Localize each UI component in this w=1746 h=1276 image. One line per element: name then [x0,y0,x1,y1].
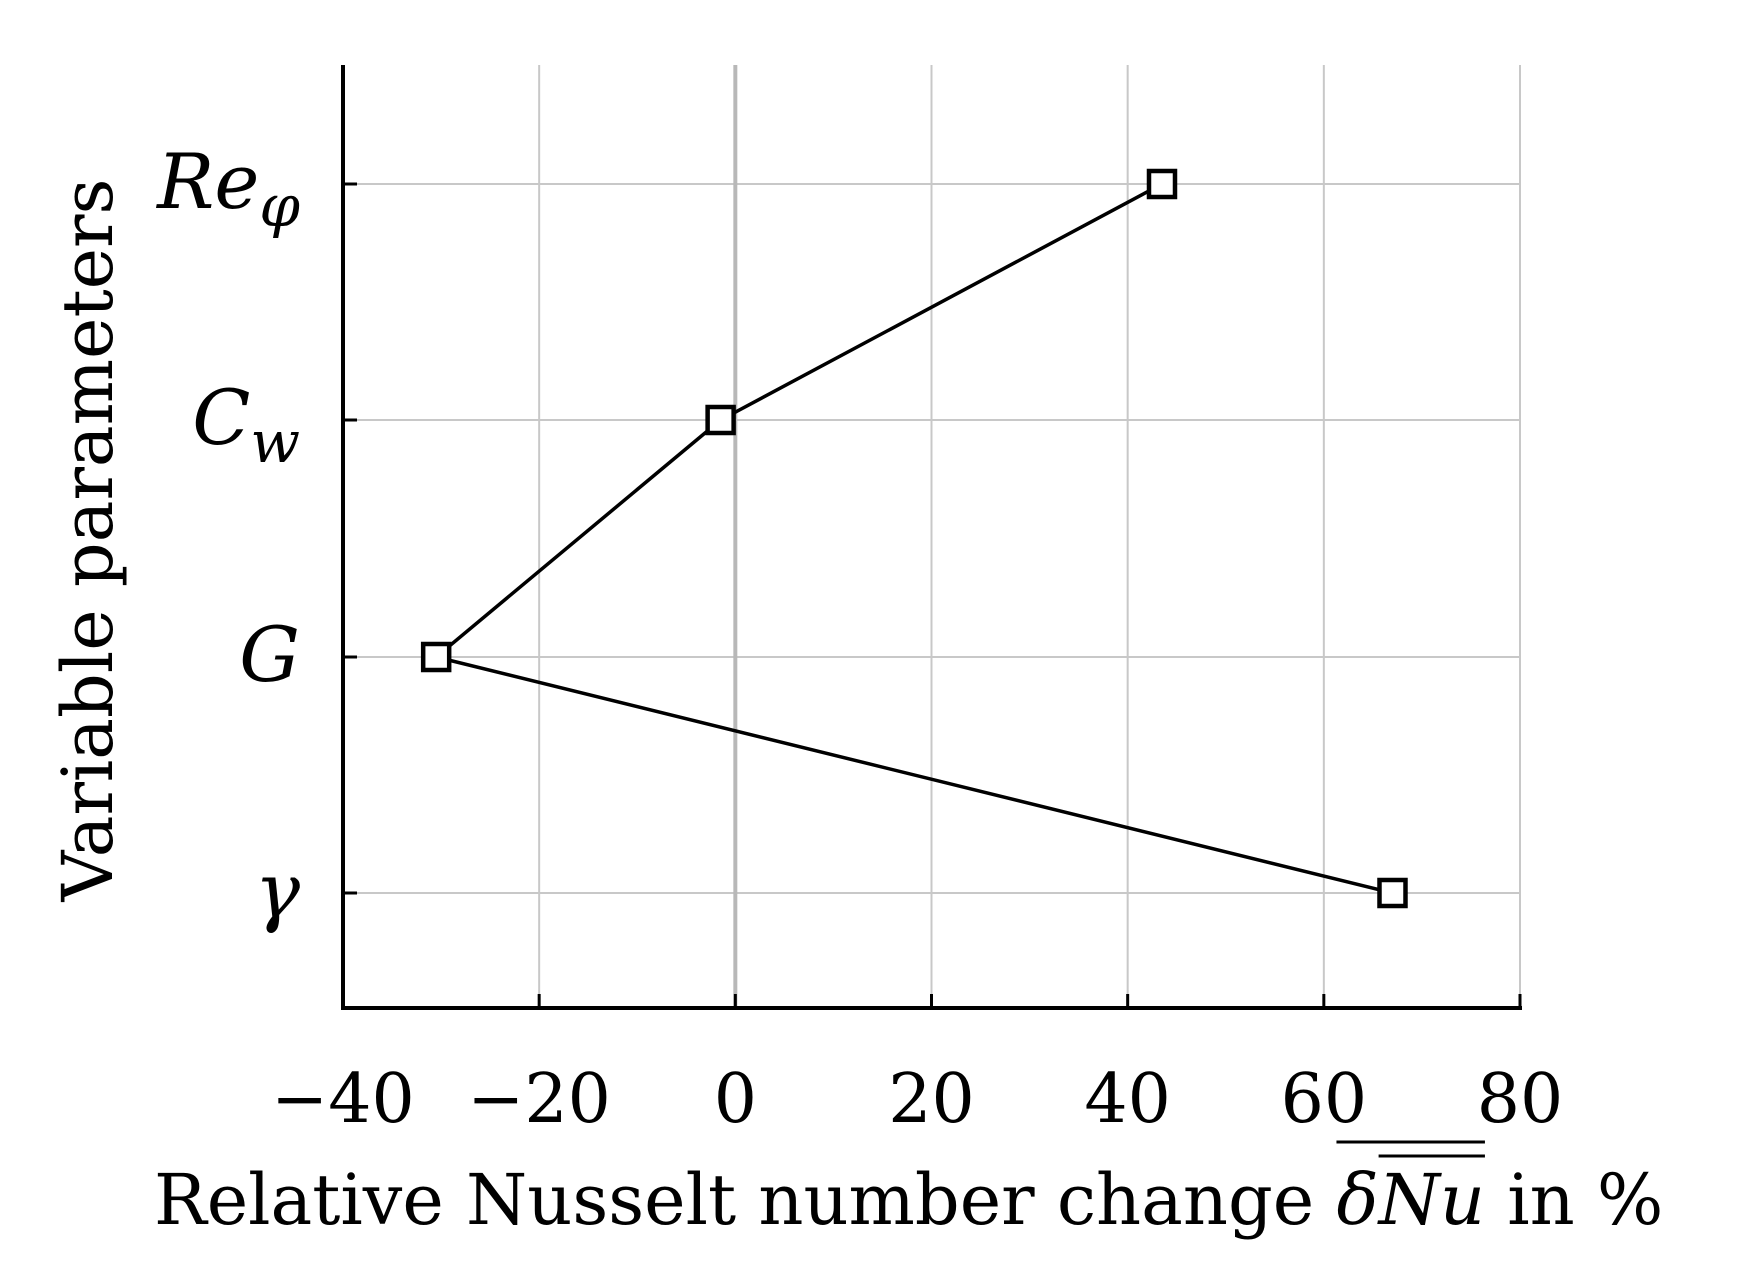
y-tick-label: γ [255,846,301,935]
x-axis-title: Relative Nusselt number change δNu in % [154,1159,1663,1241]
x-tick-label: 40 [1084,1060,1171,1139]
x-tick-label: 0 [714,1060,757,1139]
x-tick-label: −20 [467,1060,611,1139]
x-tick-label: −40 [271,1060,415,1139]
data-point [420,641,452,673]
x-tick-label: 80 [1477,1060,1564,1139]
data-point [1146,168,1178,200]
series [420,168,1408,909]
y-axis-title: Variable parameters [47,179,129,903]
labels: −40 −20 0 20 40 60 80 γ G Cw Reφ Relative Nusselt n… [47,137,1663,1241]
ticks [341,182,1522,1008]
grid [343,65,1521,1008]
y-tick-label: G [239,610,300,699]
series-line [434,182,1393,895]
y-tick-label: Reφ [155,137,300,240]
data-point [705,404,736,436]
y-tick-label: Cw [192,373,300,476]
data-point [1377,877,1408,909]
x-tick-label: 20 [888,1060,975,1139]
x-tick-label: 60 [1281,1060,1368,1139]
